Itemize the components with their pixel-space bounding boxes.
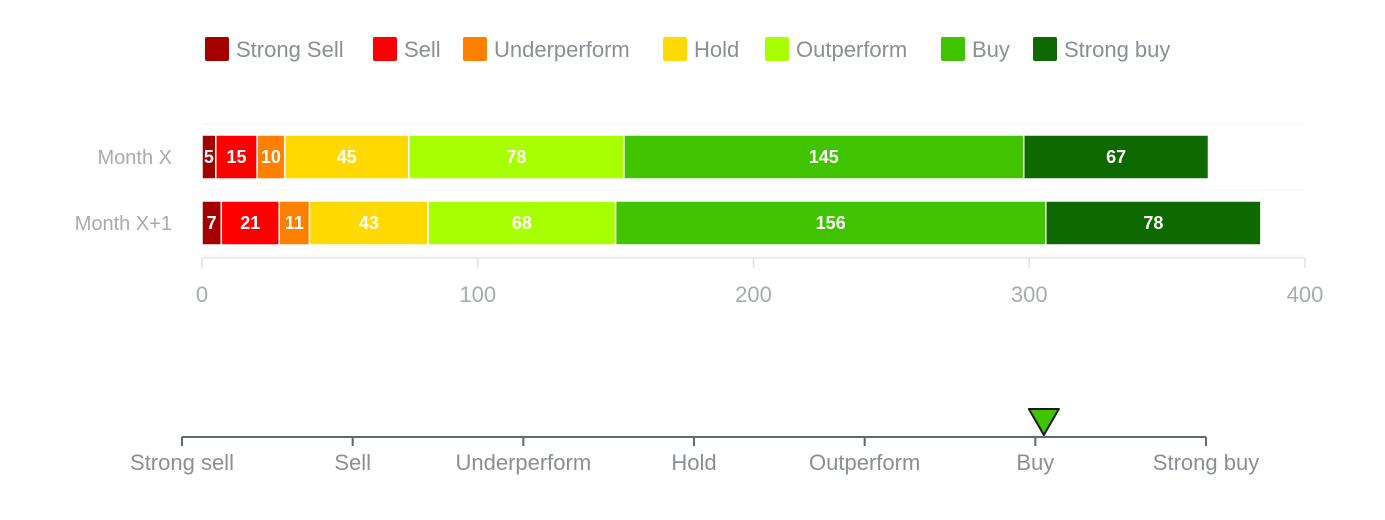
scale-label: Underperform xyxy=(455,450,591,475)
legend-label: Buy xyxy=(972,37,1010,62)
bar-value-label: 67 xyxy=(1106,147,1126,167)
bar-segment[interactable] xyxy=(215,134,258,180)
legend-item[interactable]: Outperform xyxy=(765,37,907,62)
legend-item[interactable]: Hold xyxy=(663,37,739,62)
scale-label: Hold xyxy=(671,450,716,475)
bar-value-label: 10 xyxy=(261,147,281,167)
bar-value-label: 15 xyxy=(226,147,246,167)
bar-value-label: 7 xyxy=(207,213,217,233)
bar-value-label: 43 xyxy=(359,213,379,233)
x-axis: 0 100 200 300 400 xyxy=(196,257,1324,307)
x-tick-label: 400 xyxy=(1287,282,1324,307)
category-label: Month X+1 xyxy=(75,213,172,235)
legend-label: Sell xyxy=(404,37,441,62)
bar-value-label: 5 xyxy=(204,147,214,167)
bar-value-label: 45 xyxy=(337,147,357,167)
bar-segment[interactable] xyxy=(1045,200,1262,246)
legend-swatch xyxy=(463,37,487,61)
legend-label: Strong Sell xyxy=(236,37,344,62)
bar-value-label: 156 xyxy=(816,213,846,233)
legend-label: Hold xyxy=(694,37,739,62)
bar-segment[interactable] xyxy=(427,200,617,246)
bar-value-label: 78 xyxy=(506,147,526,167)
rating-scale: Strong sell Sell Underperform Hold Outperfor… xyxy=(130,408,1259,475)
bar-value-label: 68 xyxy=(512,213,532,233)
bar-segment[interactable] xyxy=(1022,134,1210,180)
scale-label: Strong sell xyxy=(130,450,234,475)
legend: Strong Sell Sell Underperform Hold Outperfor… xyxy=(205,37,1170,62)
bar-value-label: 21 xyxy=(240,213,260,233)
bar-segment[interactable] xyxy=(623,134,1025,180)
legend-swatch xyxy=(205,37,229,61)
scale-label: Strong buy xyxy=(1153,450,1259,475)
bar-segment[interactable] xyxy=(220,200,280,246)
x-tick-label: 0 xyxy=(196,282,208,307)
scale-label: Sell xyxy=(334,450,371,475)
rating-marker-icon xyxy=(1027,408,1060,436)
legend-label: Underperform xyxy=(494,37,630,62)
x-tick-label: 200 xyxy=(735,282,772,307)
legend-item[interactable]: Strong buy xyxy=(1033,37,1170,62)
x-tick-label: 300 xyxy=(1011,282,1048,307)
legend-swatch xyxy=(663,37,687,61)
legend-item[interactable]: Underperform xyxy=(463,37,630,62)
legend-label: Strong buy xyxy=(1064,37,1170,62)
legend-item[interactable]: Strong Sell xyxy=(205,37,344,62)
bar-segment[interactable] xyxy=(614,200,1047,246)
legend-swatch xyxy=(1033,37,1057,61)
legend-item[interactable]: Sell xyxy=(373,37,441,62)
bar-value-label: 145 xyxy=(809,147,839,167)
legend-label: Outperform xyxy=(796,37,907,62)
bar-segment[interactable] xyxy=(308,200,429,246)
bar-value-label: 78 xyxy=(1143,213,1163,233)
legend-swatch xyxy=(941,37,965,61)
bar-segment[interactable] xyxy=(408,134,625,180)
category-label: Month X xyxy=(98,147,172,169)
legend-swatch xyxy=(765,37,789,61)
legend-item[interactable]: Buy xyxy=(941,37,1010,62)
legend-swatch xyxy=(373,37,397,61)
scale-label: Buy xyxy=(1016,450,1054,475)
bar-value-label: 11 xyxy=(285,213,304,233)
scale-label: Outperform xyxy=(809,450,920,475)
x-tick-label: 100 xyxy=(459,282,496,307)
plot-area: Month X 5 15 10 45 78 145 67 Month X+1 7 21 11 43 68 1… xyxy=(75,123,1305,257)
